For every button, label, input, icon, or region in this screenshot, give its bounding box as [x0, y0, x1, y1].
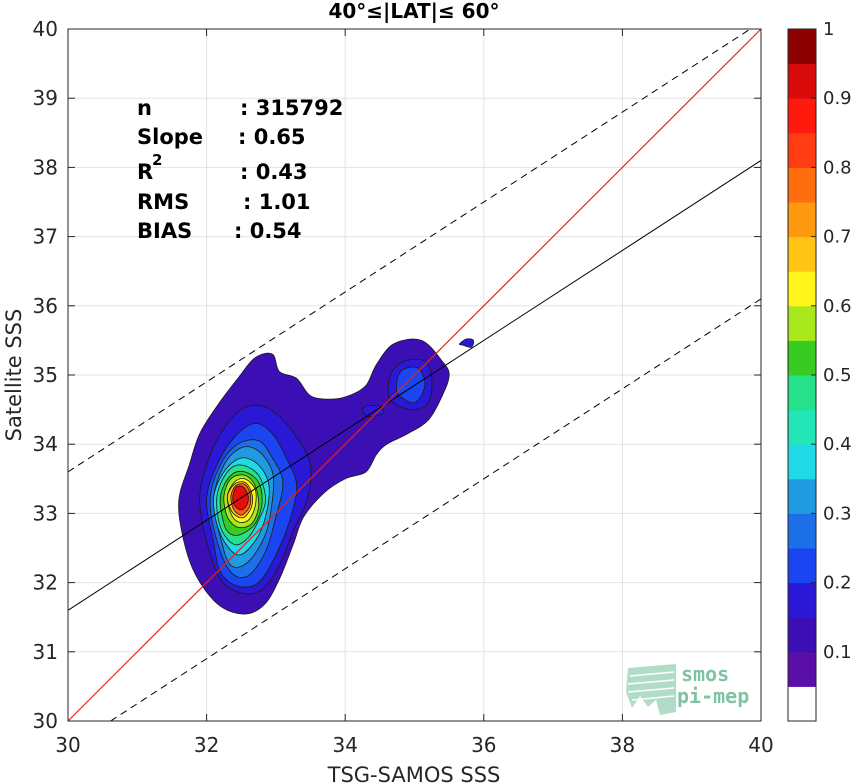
- colorbar-tick-label-4: 0.5: [823, 365, 852, 386]
- colorbar-tick-label-7: 0.8: [823, 157, 852, 178]
- y-tick-label-4: 34: [33, 432, 58, 456]
- x-tick-label-5: 40: [748, 733, 773, 757]
- y-tick-label-1: 31: [33, 640, 58, 664]
- chart-title: 40°≤|LAT|≤ 60°: [328, 0, 499, 23]
- stat-value-slope: : 0.65: [238, 125, 306, 149]
- contour-level-14: [395, 366, 426, 404]
- y-tick-label-2: 32: [33, 571, 58, 595]
- colorbar-tick-label-0: 0.1: [823, 642, 852, 663]
- y-tick-label-0: 30: [33, 709, 58, 733]
- y-tick-label-9: 39: [33, 86, 58, 110]
- y-tick-label-10: 40: [33, 17, 58, 41]
- stat-value-n: : 315792: [240, 96, 343, 120]
- contour-fill: [178, 338, 475, 615]
- stat-label-rms: RMS: [137, 190, 189, 214]
- smos-pi-mep-logo: smos pi-mep: [626, 662, 749, 715]
- colorbar-band-8: [788, 409, 816, 445]
- colorbar-band-14: [788, 202, 816, 238]
- grid-lines: [67, 28, 762, 722]
- y-tick-label-5: 35: [33, 363, 58, 387]
- rms-band-line-1: [110, 298, 762, 722]
- colorbar-tick-label-2: 0.3: [823, 503, 852, 524]
- colorbar-band-3: [788, 582, 816, 618]
- y-tick-label-8: 38: [33, 155, 58, 179]
- logo-graphic-icon: [626, 664, 676, 715]
- colorbar-band-6: [788, 478, 816, 514]
- statistics-box: n : 315792 Slope : 0.65 R 2 : 0.43 RMS :…: [137, 96, 343, 243]
- colorbar-band-7: [788, 444, 816, 480]
- y-tick-label-3: 33: [33, 501, 58, 525]
- colorbar-tick-label-3: 0.4: [823, 434, 852, 455]
- regression-line: [67, 160, 762, 611]
- stat-label-r2-superscript: 2: [152, 151, 162, 169]
- colorbar-band-10: [788, 340, 816, 376]
- colorbar-band-12: [788, 271, 816, 307]
- y-tick-label-7: 37: [33, 225, 58, 249]
- colorbar-tick-label-9: 1: [823, 19, 834, 40]
- colorbar-tick-label-8: 0.9: [823, 88, 852, 109]
- x-tick-label-0: 30: [55, 733, 80, 757]
- colorbar-ticks: 0.1 0.2 0.3 0.4 0.5 0.6 0.7 0.8 0.9 1: [811, 19, 852, 663]
- colorbar: [787, 28, 817, 722]
- stat-value-rms: : 1.01: [243, 190, 311, 214]
- colorbar-tick-label-1: 0.2: [823, 573, 852, 594]
- one-to-one-line: [67, 28, 762, 722]
- colorbar-band-19: [788, 29, 816, 65]
- y-axis-ticks: 30 31 32 33 34 35 36 37 38 39 40: [33, 17, 761, 733]
- x-tick-label-2: 34: [332, 733, 357, 757]
- stat-label-r2: R: [137, 160, 153, 184]
- colorbar-band-4: [788, 548, 816, 584]
- reference-lines: [67, 28, 762, 722]
- stat-label-slope: Slope: [137, 125, 203, 149]
- colorbar-band-11: [788, 305, 816, 341]
- colorbar-band-18: [788, 63, 816, 99]
- contour-level-16: [459, 338, 475, 348]
- colorbar-band-16: [788, 132, 816, 168]
- stat-value-r2: : 0.43: [240, 160, 308, 184]
- stat-value-bias: : 0.54: [234, 219, 302, 243]
- x-tick-label-3: 36: [471, 733, 496, 757]
- x-axis-ticks: 30 32 34 36 38 40: [55, 29, 774, 757]
- colorbar-band-5: [788, 513, 816, 549]
- x-tick-label-4: 38: [610, 733, 635, 757]
- colorbar-tick-label-5: 0.6: [823, 296, 852, 317]
- colorbar-tick-label-6: 0.7: [823, 227, 852, 248]
- colorbar-band-2: [788, 617, 816, 653]
- colorbar-band-13: [788, 236, 816, 272]
- stat-label-bias: BIAS: [137, 219, 192, 243]
- colorbar-band-0: [788, 686, 816, 722]
- colorbar-band-17: [788, 98, 816, 134]
- x-tick-label-1: 32: [194, 733, 219, 757]
- y-axis-label: Satellite SSS: [2, 309, 26, 442]
- stat-label-n: n: [137, 96, 152, 120]
- rms-band-line-0: [67, 28, 751, 473]
- x-axis-label: TSG-SAMOS SSS: [327, 763, 501, 784]
- y-tick-label-6: 36: [33, 294, 58, 318]
- logo-text-smos: smos: [681, 662, 729, 686]
- logo-text-pi-mep: pi-mep: [677, 684, 749, 708]
- colorbar-band-1: [788, 651, 816, 687]
- colorbar-band-15: [788, 167, 816, 203]
- colorbar-band-9: [788, 375, 816, 411]
